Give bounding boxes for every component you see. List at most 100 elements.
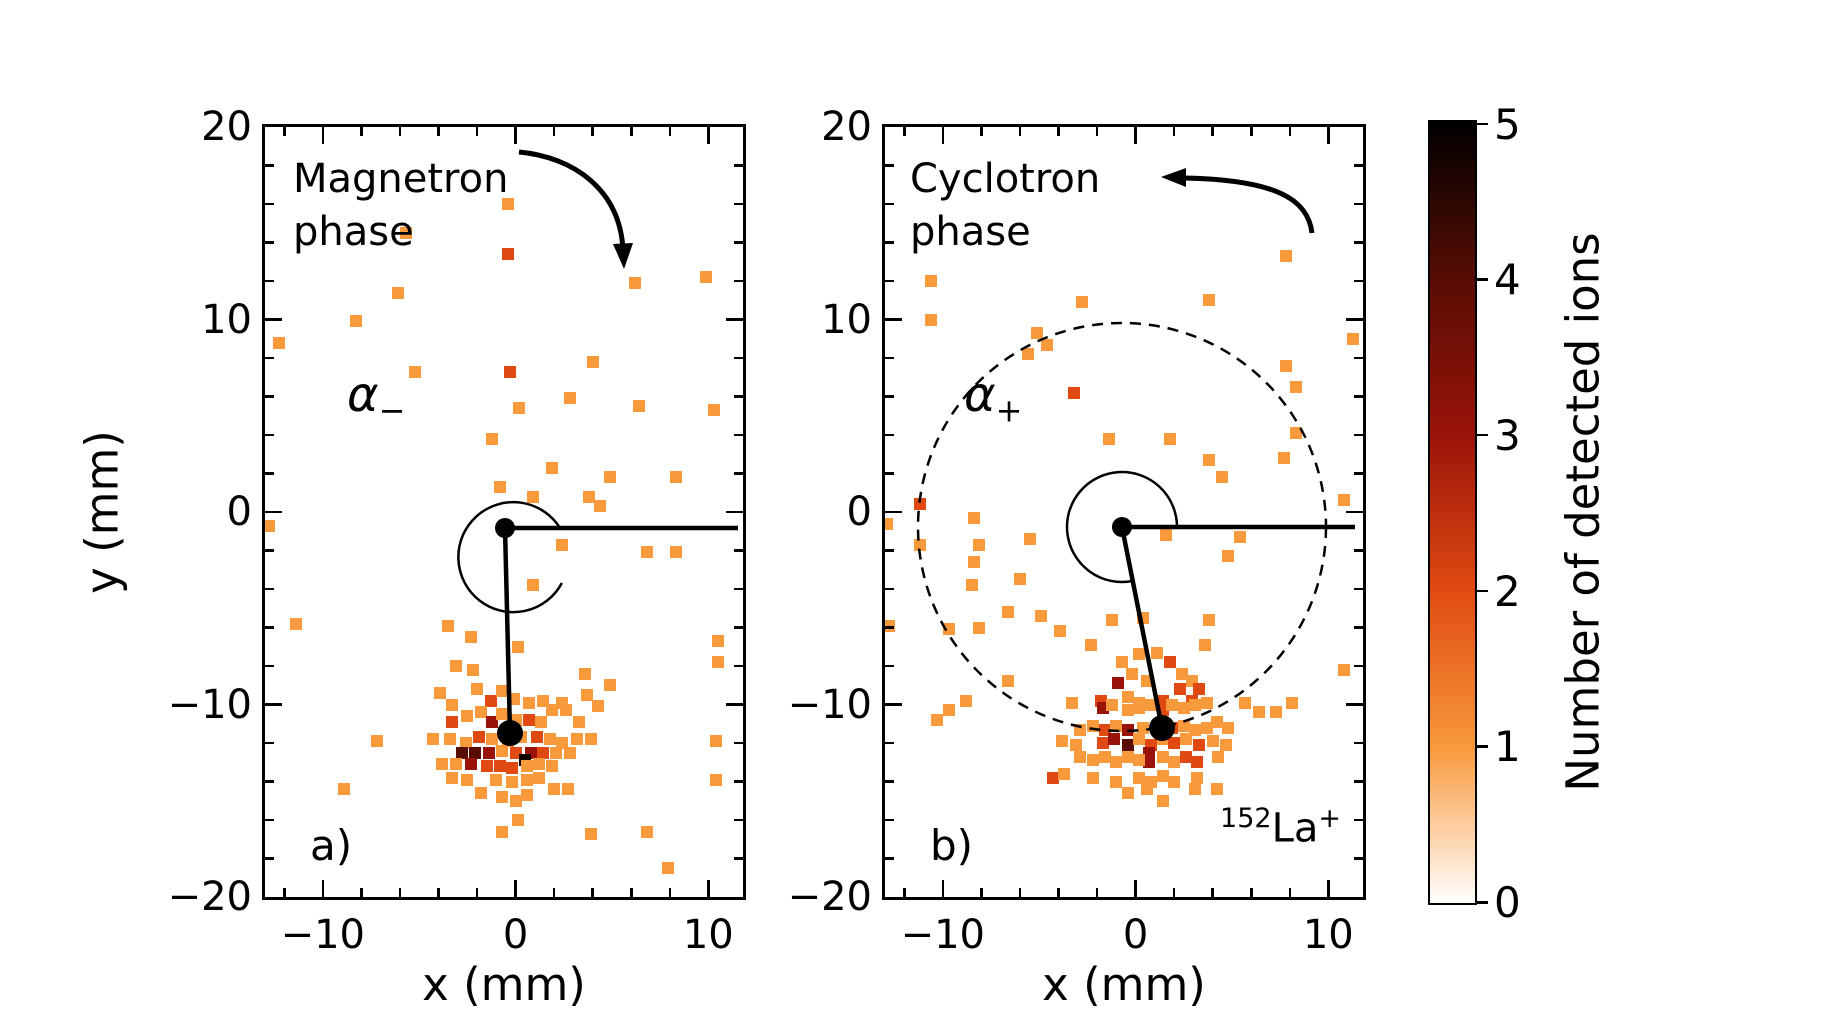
ion-count-bin [913, 498, 926, 511]
ion-count-bin [1108, 733, 1121, 746]
ion-count-bin [1168, 756, 1181, 769]
axis-tick [734, 241, 743, 244]
ion-count-bin [1239, 696, 1252, 709]
ion-count-bin [1193, 738, 1206, 751]
ion-count-bin [1143, 746, 1156, 759]
ion-count-bin [546, 704, 559, 717]
ion-count-bin [960, 694, 972, 707]
ion-count-bin [1200, 721, 1213, 734]
axis-tick [265, 780, 274, 783]
ion-count-bin [1156, 794, 1169, 807]
axis-tick [885, 279, 894, 283]
ion-count-bin [446, 698, 458, 711]
ion-count-bin [1202, 294, 1215, 307]
ion-count-bin [1133, 771, 1146, 784]
axis-tick [265, 626, 274, 629]
ion-count-bin [289, 617, 302, 630]
ion-count-bin [1220, 738, 1233, 751]
phase-line-b [1119, 526, 1165, 729]
axis-tick [1354, 356, 1363, 360]
ion-count-bin [550, 746, 562, 759]
ion-count-bin [471, 683, 483, 696]
ion-count-bin [1133, 733, 1146, 746]
y-tick-label: −20 [167, 874, 252, 920]
axis-tick [885, 356, 894, 360]
ion-count-bin [708, 404, 721, 416]
axis-tick [1172, 127, 1176, 136]
ion-count-bin [1096, 702, 1109, 715]
y-tick-label: 0 [846, 489, 872, 535]
ion-count-bin [1002, 675, 1015, 688]
axis-tick [707, 880, 710, 897]
y-tick-label: 20 [201, 104, 252, 150]
axis-tick [1327, 127, 1330, 144]
colorbar-tick [1475, 589, 1488, 593]
axis-tick [885, 472, 894, 475]
ion-count-bin [1021, 348, 1034, 361]
ion-count-bin [925, 313, 938, 326]
ion-count-bin [885, 619, 895, 632]
ion-count-bin [973, 621, 986, 634]
axis-tick [1354, 433, 1363, 437]
ion-count-bin [1096, 737, 1109, 749]
ion-count-bin [461, 773, 474, 786]
ion-count-bin [265, 519, 275, 532]
ion-count-bin [1141, 783, 1154, 796]
ion-count-bin [490, 773, 503, 786]
ion-species-label: 152La+ [1220, 803, 1341, 852]
ion-count-bin [1085, 638, 1098, 651]
axis-tick [885, 241, 894, 244]
ion-count-bin [885, 517, 893, 530]
ion-count-bin [484, 694, 497, 707]
ion-count-bin [1110, 719, 1123, 732]
ion-count-bin [509, 746, 522, 759]
axis-tick [885, 395, 894, 398]
axis-tick [1211, 888, 1214, 897]
axis-tick [734, 164, 743, 167]
axis-tick [734, 549, 743, 552]
rotation-arrowhead-a [613, 243, 633, 269]
axis-tick [885, 780, 894, 783]
axis-tick [726, 703, 743, 706]
axis-tick [1095, 127, 1099, 136]
axis-tick [1354, 587, 1363, 591]
ion-count-bin [1199, 638, 1211, 651]
rotation-arrow-a [518, 149, 626, 251]
ion-count-bin [461, 710, 474, 723]
ion-count-bin [1191, 771, 1204, 784]
ion-count-bin [1013, 573, 1026, 586]
ion-count-bin [523, 696, 536, 709]
ion-count-bin [925, 275, 938, 287]
ion-count-bin [482, 746, 495, 759]
ion-count-bin [449, 660, 462, 672]
ion-count-bin [1179, 750, 1192, 763]
ion-count-bin [573, 715, 586, 728]
axis-tick [668, 888, 672, 897]
axis-tick [726, 318, 743, 321]
axis-tick [885, 587, 894, 591]
axis-tick [734, 395, 743, 398]
axis-tick [591, 888, 594, 897]
axis-tick [734, 356, 743, 360]
ion-count-bin [486, 733, 499, 746]
axis-tick [265, 549, 274, 552]
axis-tick [1346, 510, 1363, 514]
ion-count-bin [604, 679, 616, 692]
colorbar-tick-label: 1 [1494, 722, 1521, 772]
y-tick-label: −20 [787, 874, 872, 920]
y-tick-label: 20 [821, 104, 872, 150]
ion-count-bin [710, 735, 722, 748]
ion-count-bin [555, 538, 568, 551]
x-axis-label-b: x (mm) [1042, 958, 1206, 1011]
ion-count-bin [1040, 338, 1053, 351]
ion-count-bin [1212, 750, 1225, 763]
ion-count-bin [584, 733, 597, 746]
ion-count-bin [1156, 769, 1169, 782]
overlay-b [916, 168, 1355, 741]
axis-tick [283, 888, 286, 897]
ion-count-bin [272, 336, 285, 349]
axis-tick [1172, 888, 1176, 897]
ion-count-bin [1087, 771, 1100, 784]
ion-count-bin [942, 623, 955, 636]
